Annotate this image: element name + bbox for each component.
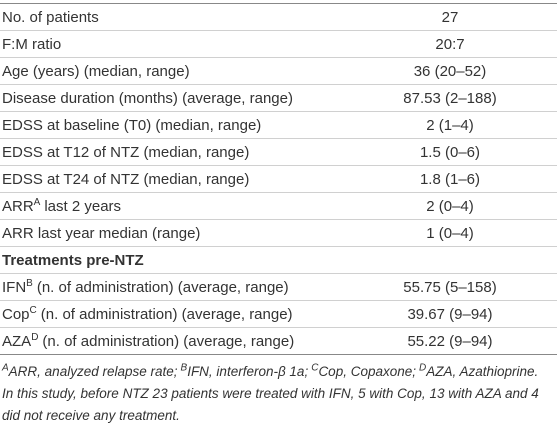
- table-row: Age (years) (median, range) 36 (20–52): [0, 57, 557, 85]
- section-header: Treatments pre-NTZ: [0, 246, 557, 274]
- footnote-mark: D: [419, 362, 427, 374]
- superscript: D: [31, 331, 39, 343]
- abbreviation: DAZA, Azathioprine.: [419, 362, 539, 379]
- row-value: 87.53 (2–188): [343, 84, 557, 112]
- table-row: EDSS at baseline (T0) (median, range) 2 (…: [0, 111, 557, 139]
- row-value: 20:7: [343, 30, 557, 58]
- label-text: (n. of administration) (average, range): [40, 305, 293, 323]
- table-row: ARRA last 2 years 2 (0–4): [0, 192, 557, 220]
- abbreviations: AARR, analyzed relapse rate; BIFN, interf…: [2, 361, 553, 383]
- row-label: F:M ratio: [0, 30, 343, 58]
- label-text: last 2 years: [44, 197, 122, 215]
- table-row: F:M ratio 20:7: [0, 30, 557, 58]
- row-value: 55.22 (9–94): [343, 327, 557, 355]
- row-label: ARRA last 2 years: [0, 192, 343, 220]
- table-row: EDSS at T12 of NTZ (median, range) 1.5 (0…: [0, 138, 557, 166]
- table-row: AZAD (n. of administration) (average, ran…: [0, 327, 557, 355]
- row-label: CopC (n. of administration) (average, ran…: [0, 300, 343, 328]
- row-label: Disease duration (months) (average, rang…: [0, 84, 343, 112]
- table-row: CopC (n. of administration) (average, ran…: [0, 300, 557, 328]
- row-value: 36 (20–52): [343, 57, 557, 85]
- label-text: (n. of administration) (average, range): [36, 278, 289, 296]
- label-text: AZA: [2, 332, 32, 350]
- footnote: AARR, analyzed relapse rate; BIFN, interf…: [0, 355, 557, 427]
- label-text: EDSS at T12 of NTZ (median, range): [2, 143, 250, 161]
- row-value: 39.67 (9–94): [343, 300, 557, 328]
- label-text: F:M ratio: [2, 35, 62, 53]
- row-label: ARR last year median (range): [0, 219, 343, 247]
- row-label: Age (years) (median, range): [0, 57, 343, 85]
- label-text: EDSS at baseline (T0) (median, range): [2, 116, 262, 134]
- abbreviation: BIFN, interferon-β 1a;: [180, 362, 309, 379]
- table-row: Disease duration (months) (average, rang…: [0, 84, 557, 112]
- footnote-note: In this study, before NTZ 23 patients we…: [2, 386, 539, 423]
- row-value: 1.5 (0–6): [343, 138, 557, 166]
- row-value: 2 (1–4): [343, 111, 557, 139]
- row-label: IFNB (n. of administration) (average, ran…: [0, 273, 343, 301]
- row-value: 2 (0–4): [343, 192, 557, 220]
- row-label: AZAD (n. of administration) (average, ran…: [0, 327, 343, 355]
- label-text: (n. of administration) (average, range): [42, 332, 295, 350]
- label-text: Age (years) (median, range): [2, 62, 190, 80]
- row-value: 27: [343, 3, 557, 31]
- label-text: ARR: [2, 197, 34, 215]
- table-row: IFNB (n. of administration) (average, ran…: [0, 273, 557, 301]
- footnote-mark: C: [311, 362, 319, 374]
- superscript: C: [29, 304, 37, 316]
- table-row: No. of patients 27: [0, 3, 557, 31]
- row-label: No. of patients: [0, 3, 343, 31]
- row-label: EDSS at T12 of NTZ (median, range): [0, 138, 343, 166]
- row-value: 55.75 (5–158): [343, 273, 557, 301]
- row-label: EDSS at baseline (T0) (median, range): [0, 111, 343, 139]
- data-table: No. of patients 27 F:M ratio 20:7 Age (years…: [0, 3, 557, 355]
- footnote-mark: B: [180, 362, 188, 374]
- label-text: Disease duration (months) (average, rang…: [2, 89, 293, 107]
- footnote-mark: A: [2, 362, 9, 374]
- abbreviation: CCop, Copaxone;: [311, 362, 417, 379]
- row-label: EDSS at T24 of NTZ (median, range): [0, 165, 343, 193]
- superscript: B: [26, 277, 33, 289]
- abbreviation-text: IFN, interferon-β 1a;: [187, 364, 309, 379]
- table-row: ARR last year median (range) 1 (0–4): [0, 219, 557, 247]
- abbreviation-text: Cop, Copaxone;: [318, 364, 417, 379]
- superscript: A: [33, 196, 41, 208]
- row-value: 1 (0–4): [343, 219, 557, 247]
- abbreviation-text: ARR, analyzed relapse rate;: [8, 364, 178, 379]
- row-value: 1.8 (1–6): [343, 165, 557, 193]
- label-text: ARR last year median (range): [2, 224, 201, 242]
- label-text: EDSS at T24 of NTZ (median, range): [2, 170, 250, 188]
- label-text: Cop: [2, 305, 30, 323]
- abbreviation: AARR, analyzed relapse rate;: [2, 362, 178, 379]
- table-row: EDSS at T24 of NTZ (median, range) 1.8 (1…: [0, 165, 557, 193]
- label-text: No. of patients: [2, 8, 99, 26]
- abbreviation-text: AZA, Azathioprine.: [426, 364, 539, 379]
- table-row: Treatments pre-NTZ: [0, 246, 557, 274]
- label-text: IFN: [2, 278, 27, 296]
